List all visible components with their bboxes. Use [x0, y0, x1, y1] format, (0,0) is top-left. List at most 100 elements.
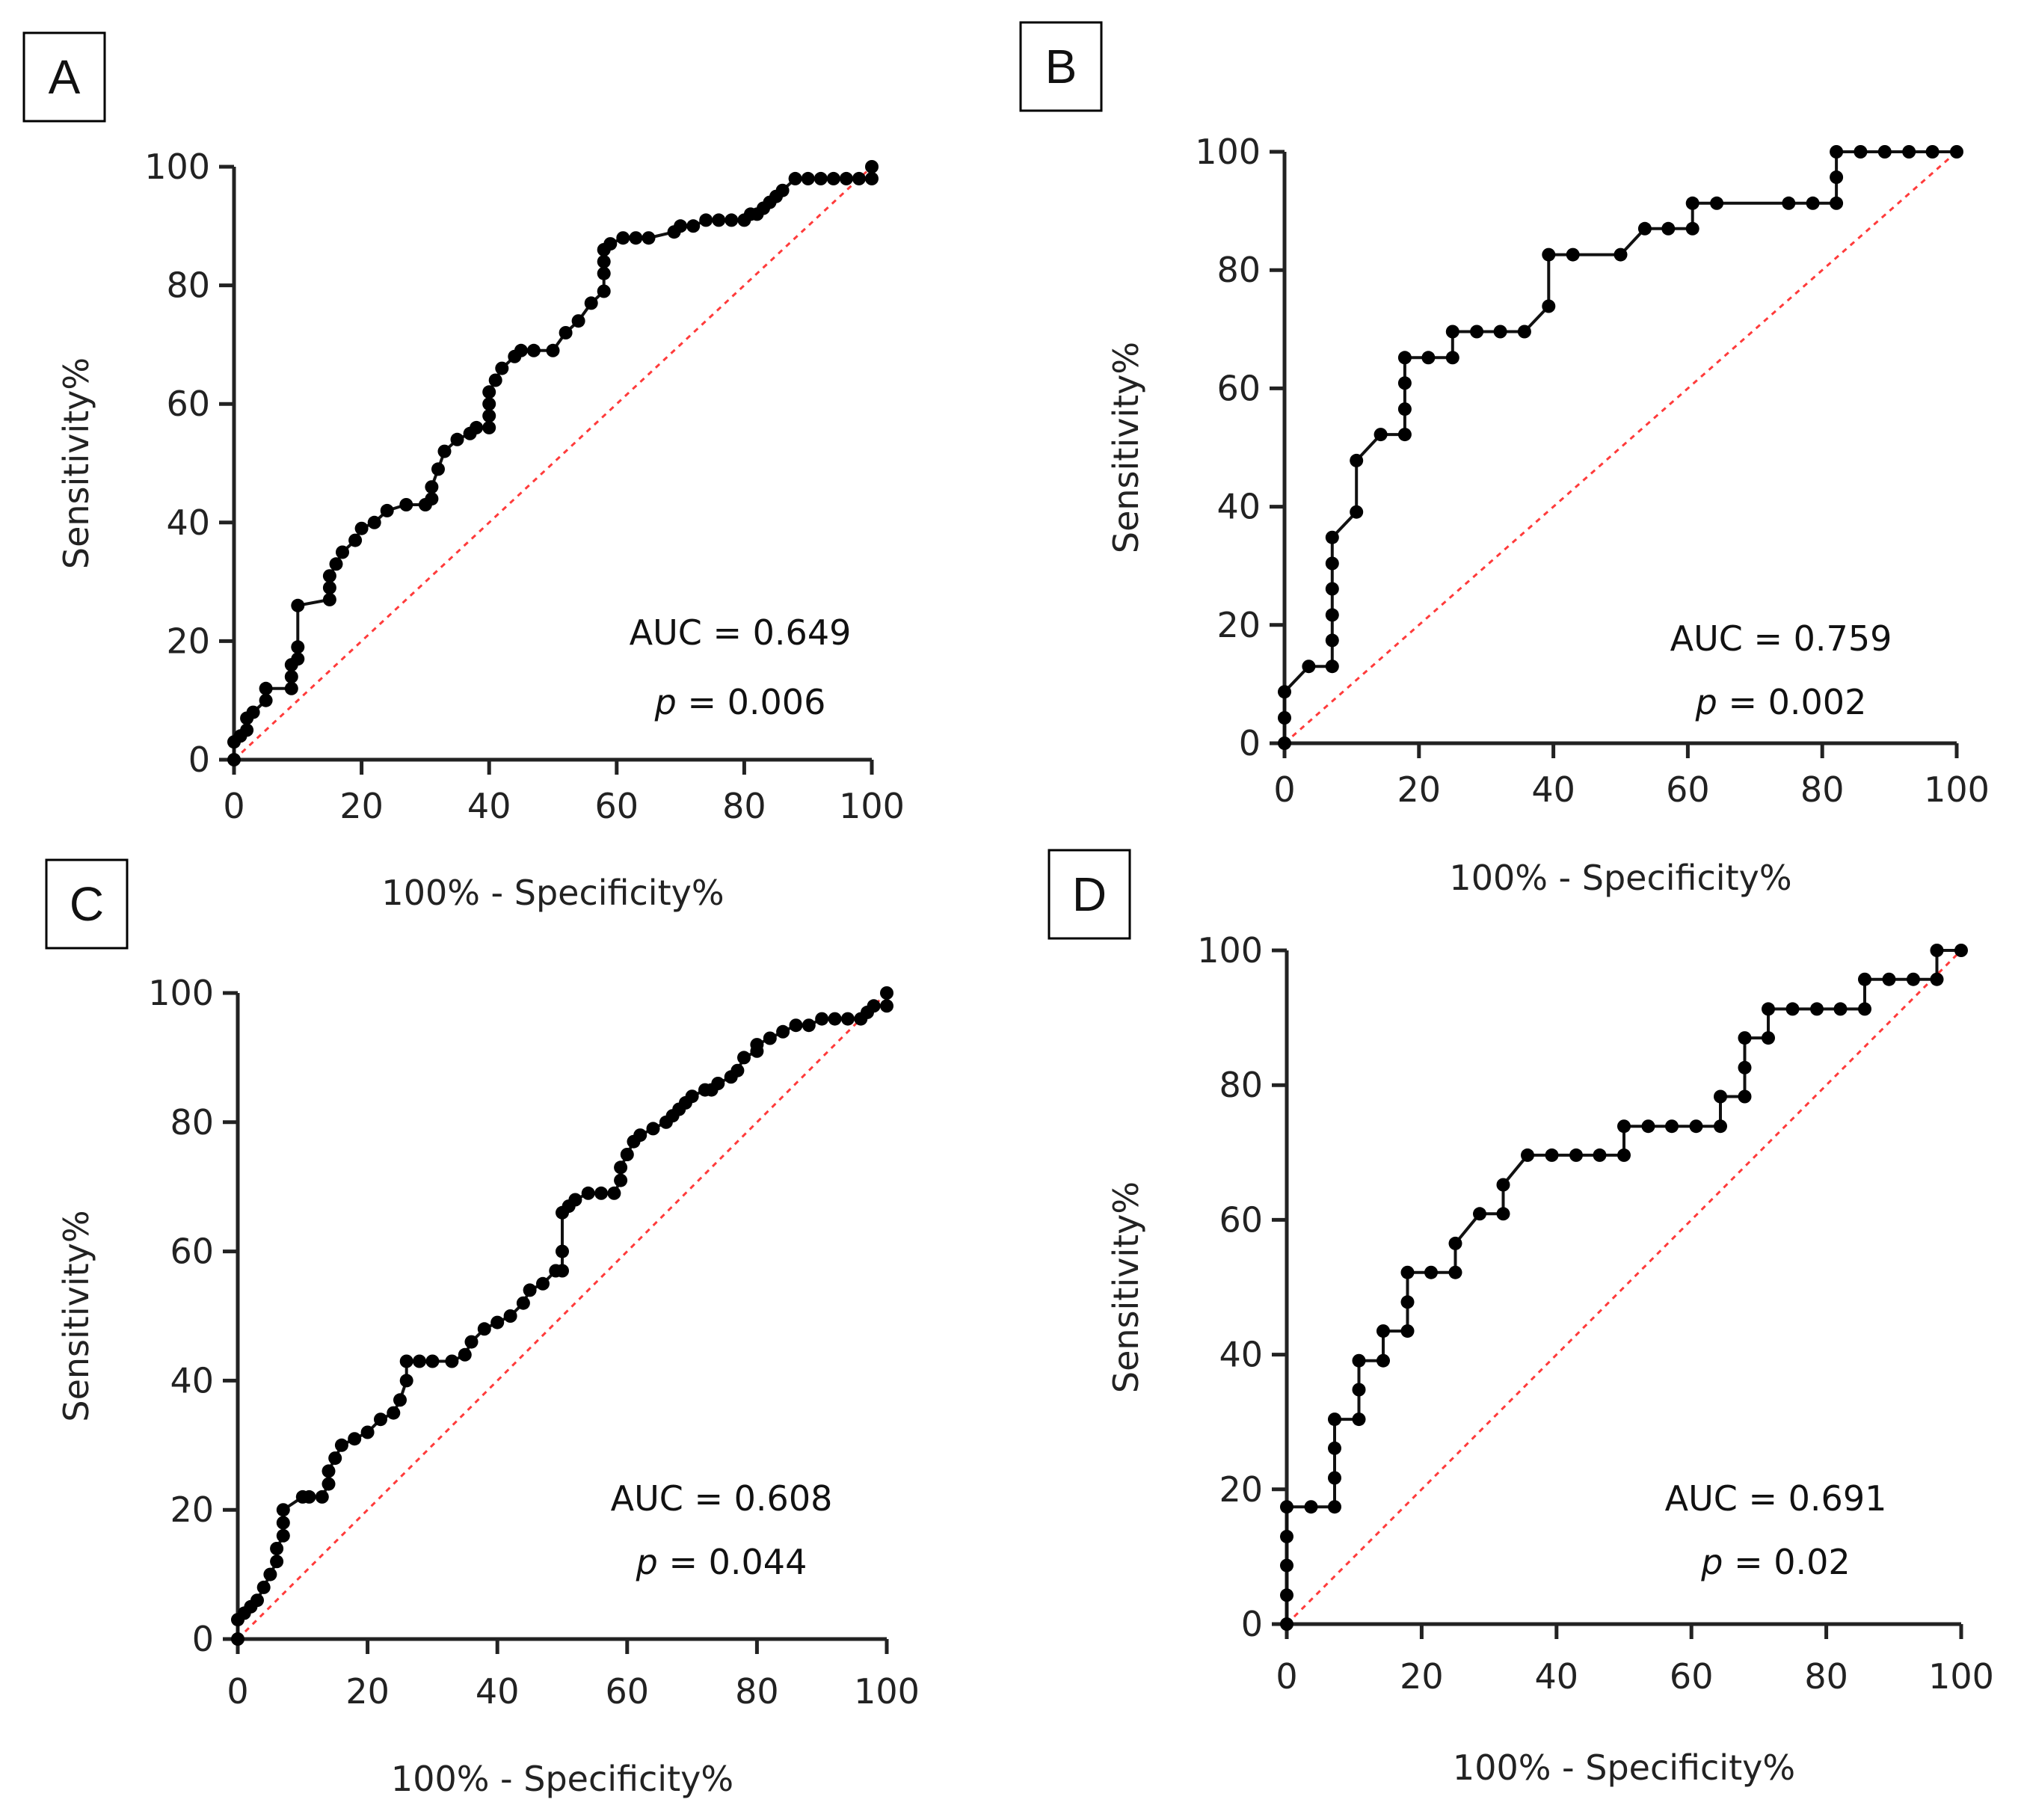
roc-point: [1280, 1500, 1293, 1514]
roc-point: [425, 480, 439, 494]
roc-point: [399, 498, 413, 511]
y-tick-label: 100: [148, 973, 214, 1013]
roc-point: [1954, 944, 1968, 957]
reference-diagonal: [1284, 150, 1957, 745]
x-tick-label: 20: [1397, 769, 1442, 810]
p-value-annotation: p = 0.006: [654, 682, 826, 722]
roc-point: [867, 999, 881, 1013]
roc-point: [1738, 1089, 1752, 1104]
x-tick-label: 20: [1400, 1656, 1444, 1697]
roc-point: [1714, 1089, 1727, 1104]
roc-point: [334, 1438, 348, 1452]
x-axis-title: 100% - Specificity%: [1453, 1747, 1795, 1788]
roc-point: [1328, 1412, 1341, 1427]
roc-point: [730, 1063, 745, 1077]
p-symbol: p: [1695, 682, 1717, 722]
roc-point: [259, 693, 273, 707]
panel-label: C: [70, 877, 104, 931]
roc-point: [477, 1322, 491, 1336]
roc-point: [322, 1477, 336, 1491]
p-symbol: p: [636, 1542, 658, 1582]
roc-point: [568, 1193, 582, 1207]
roc-point: [1542, 248, 1556, 262]
roc-point: [1400, 1295, 1415, 1309]
x-tick-label: 100: [854, 1671, 920, 1712]
roc-point: [1566, 248, 1580, 262]
roc-point: [603, 237, 618, 251]
y-tick-label: 80: [170, 1102, 214, 1143]
roc-point: [1397, 376, 1412, 390]
roc-point: [1738, 1031, 1752, 1045]
roc-point: [263, 1567, 277, 1581]
roc-point: [393, 1393, 407, 1407]
roc-point: [322, 592, 336, 606]
roc-point: [1950, 145, 1963, 159]
roc-point: [646, 1122, 660, 1136]
roc-point: [1352, 1412, 1366, 1427]
roc-point: [1762, 1002, 1775, 1016]
roc-point: [1328, 1471, 1341, 1485]
roc-point: [1617, 1119, 1631, 1134]
x-tick-label: 60: [1670, 1656, 1714, 1697]
roc-point: [1714, 1119, 1727, 1134]
roc-point: [482, 397, 496, 411]
p-value: = 0.044: [658, 1542, 807, 1582]
roc-point: [1569, 1148, 1583, 1162]
roc-point: [559, 326, 573, 339]
roc-point: [1858, 1002, 1871, 1016]
panel-label: B: [1045, 40, 1077, 93]
roc-point: [1738, 1060, 1752, 1075]
x-tick-label: 80: [735, 1671, 779, 1712]
roc-point: [711, 1077, 725, 1090]
roc-point: [1325, 608, 1339, 622]
roc-point: [616, 231, 630, 245]
roc-point: [712, 213, 726, 227]
y-tick-label: 60: [166, 384, 210, 424]
roc-point: [1806, 196, 1820, 210]
x-tick-label: 100: [1928, 1656, 1994, 1697]
roc-point: [1278, 711, 1291, 725]
roc-point: [1376, 1324, 1390, 1338]
auc-annotation: AUC = 0.759: [1670, 618, 1892, 659]
roc-point: [737, 1051, 751, 1065]
roc-point: [865, 171, 879, 185]
roc-point: [1902, 145, 1916, 159]
roc-point: [865, 160, 879, 173]
roc-point: [1278, 685, 1291, 699]
roc-point: [1858, 972, 1871, 986]
roc-point: [1689, 1119, 1703, 1134]
roc-point: [642, 231, 656, 245]
roc-point: [789, 1018, 803, 1033]
roc-point: [322, 569, 336, 583]
x-axis-title: 100% - Specificity%: [381, 873, 724, 913]
roc-point: [1325, 633, 1339, 648]
roc-point: [250, 1593, 264, 1608]
roc-point: [482, 409, 496, 423]
roc-point: [1614, 248, 1628, 262]
roc-point: [1325, 660, 1339, 674]
x-tick-label: 0: [1276, 1656, 1297, 1697]
roc-point: [482, 420, 496, 434]
x-tick-label: 20: [345, 1671, 390, 1712]
roc-point: [1637, 221, 1652, 236]
roc-point: [776, 1024, 790, 1039]
roc-point: [1397, 351, 1412, 365]
x-tick-label: 80: [1804, 1656, 1848, 1697]
roc-point: [246, 705, 260, 719]
roc-point: [367, 515, 381, 529]
roc-point: [1830, 170, 1844, 184]
roc-point: [399, 1354, 413, 1368]
roc-point: [1710, 196, 1724, 210]
y-axis-title: Sensitivity%: [1106, 1181, 1146, 1393]
roc-point: [571, 314, 585, 328]
roc-point: [594, 1186, 609, 1200]
roc-point: [231, 1632, 244, 1646]
p-value: = 0.02: [1723, 1542, 1850, 1582]
panel-label-box: [1048, 849, 1131, 940]
roc-point: [1830, 196, 1844, 210]
y-tick-label: 60: [1216, 368, 1261, 408]
roc-point: [380, 503, 394, 517]
reference-diagonal: [233, 165, 873, 761]
roc-point: [514, 343, 528, 357]
roc-point: [1397, 428, 1412, 442]
